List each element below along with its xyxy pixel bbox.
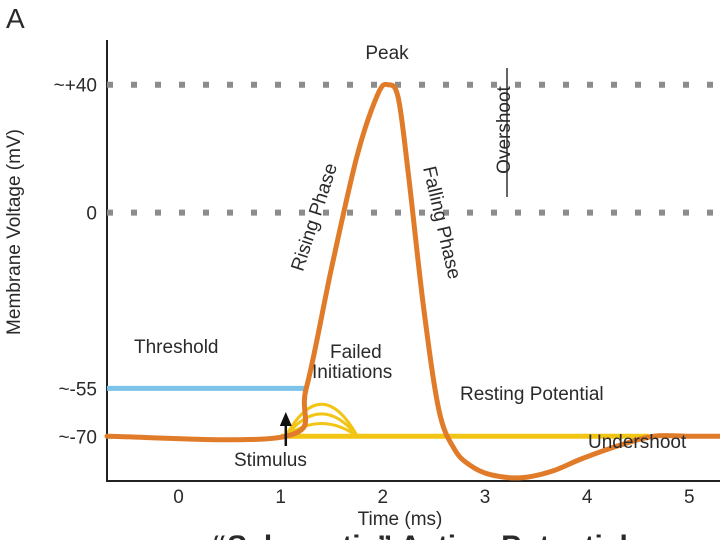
stimulus-label: Stimulus xyxy=(234,450,307,471)
x-tick-label-3: 3 xyxy=(480,487,491,508)
threshold-label: Threshold xyxy=(134,337,219,358)
x-tick-label-1: 1 xyxy=(275,487,286,508)
y-axis-label: Membrane Voltage (mV) xyxy=(4,129,25,335)
peak-label: Peak xyxy=(365,43,409,64)
x-tick-label-4: 4 xyxy=(582,487,593,508)
reference-lines xyxy=(107,81,720,216)
failed-label-line1: Failed xyxy=(330,342,382,363)
x-tick-label-5: 5 xyxy=(684,487,695,508)
failed-initiation-1 xyxy=(284,412,359,438)
series-lines xyxy=(104,81,720,481)
stimulus-arrow xyxy=(279,412,292,446)
failed-label-line2: Initiations xyxy=(312,362,392,383)
panel-label: A xyxy=(6,3,25,34)
stimulus-arrow-head xyxy=(279,412,292,426)
undershoot-label: Undershoot xyxy=(588,432,687,453)
chart-title-cutoff: “Schematic” Action Potential xyxy=(212,530,628,540)
x-axis-label: Time (ms) xyxy=(358,509,443,530)
y-tick-label-1: 0 xyxy=(86,204,97,225)
tick-labels: ~+40 0 ~-55 ~-70 0 1 2 3 4 5 xyxy=(54,76,695,508)
falling-phase-label: Falling Phase xyxy=(418,164,464,281)
failed-initiation-0 xyxy=(284,402,359,437)
action-potential-line xyxy=(104,81,720,481)
y-tick-label-0: ~+40 xyxy=(54,76,97,97)
x-tick-label-2: 2 xyxy=(378,487,389,508)
y-tick-label-2: ~-55 xyxy=(58,379,97,400)
resting-potential-label: Resting Potential xyxy=(460,384,604,405)
y-tick-label-3: ~-70 xyxy=(58,427,97,448)
x-tick-label-0: 0 xyxy=(173,487,184,508)
overshoot-label: Overshoot xyxy=(494,85,515,173)
